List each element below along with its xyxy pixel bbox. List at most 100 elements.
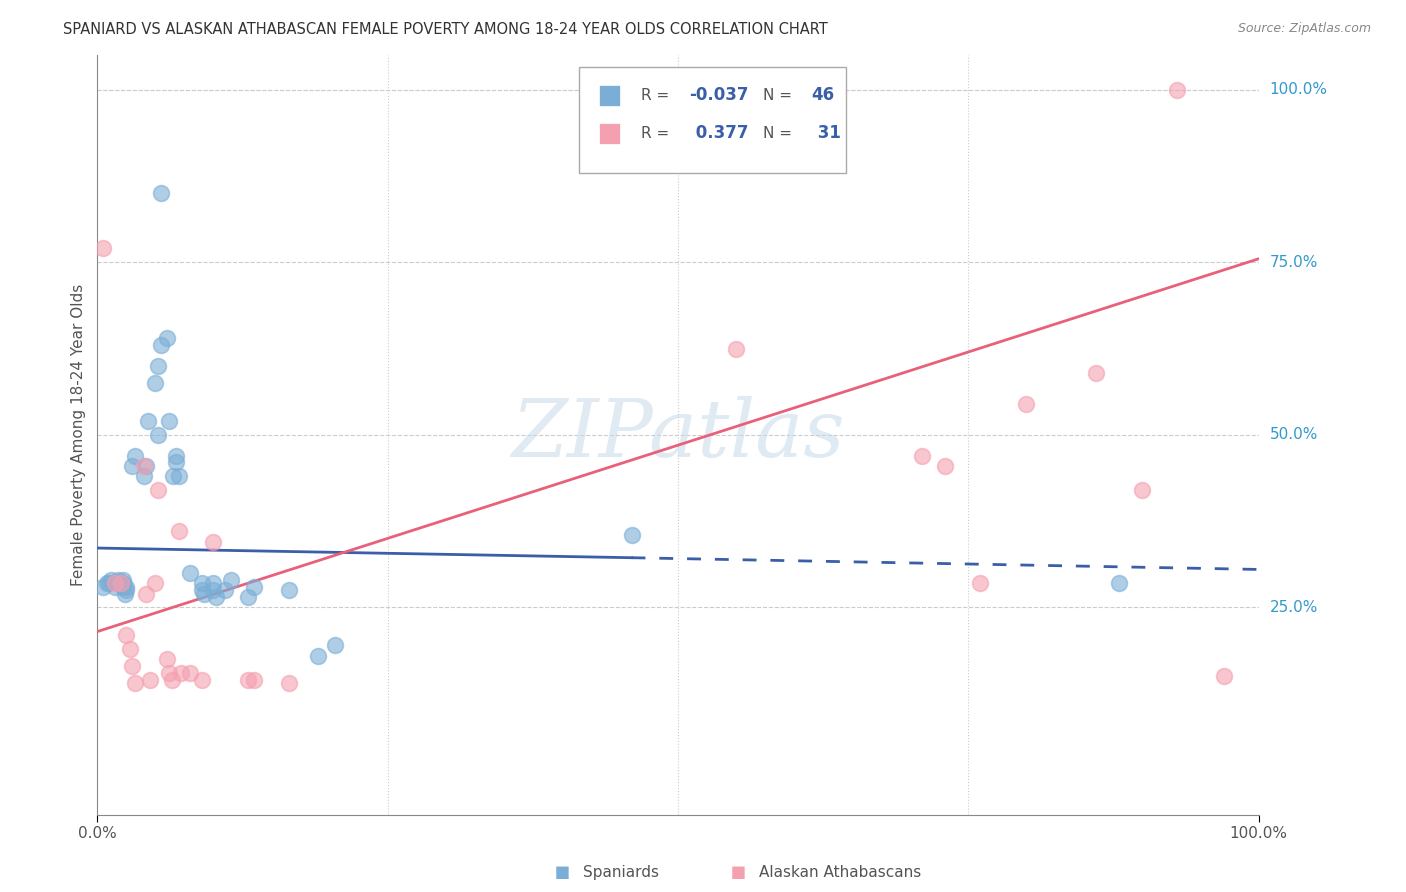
Point: [157, 414, 180, 428]
Point: [115, 583, 138, 598]
Point: [110, 576, 132, 591]
Point: [145, 576, 167, 591]
Text: N =: N =: [763, 88, 797, 103]
Point: [278, 583, 301, 598]
Point: [969, 576, 991, 591]
Point: [243, 580, 266, 594]
Point: [115, 580, 138, 594]
Point: [179, 665, 201, 680]
Point: [167, 524, 190, 539]
Point: [135, 586, 157, 600]
Point: [91, 242, 114, 256]
Text: Alaskan Athabascans: Alaskan Athabascans: [759, 865, 921, 880]
Point: [124, 449, 146, 463]
Point: [121, 458, 143, 473]
Point: [124, 676, 146, 690]
Point: [121, 659, 143, 673]
Point: [100, 573, 122, 587]
Point: [620, 528, 643, 542]
Point: [138, 414, 160, 428]
Text: Spaniards: Spaniards: [583, 865, 659, 880]
Point: [1085, 366, 1108, 380]
Point: [165, 449, 187, 463]
Text: ZIPatlas: ZIPatlas: [512, 396, 845, 474]
Text: 100.0%: 100.0%: [1270, 82, 1327, 97]
Point: [1132, 483, 1154, 497]
Point: [150, 338, 173, 352]
Point: [160, 673, 183, 687]
Point: [179, 566, 201, 580]
Point: [238, 673, 260, 687]
Point: [156, 652, 179, 666]
Text: 0.377: 0.377: [689, 124, 748, 143]
Point: [111, 580, 134, 594]
Point: [157, 665, 180, 680]
Text: 25.0%: 25.0%: [1270, 600, 1317, 615]
Point: [214, 583, 236, 598]
Point: [97, 576, 120, 591]
Text: 46: 46: [811, 87, 835, 104]
Point: [243, 673, 266, 687]
Point: [107, 576, 129, 591]
Point: [167, 469, 190, 483]
Text: R =: R =: [641, 126, 673, 141]
Point: [138, 673, 160, 687]
Point: [96, 576, 118, 591]
Text: Source: ZipAtlas.com: Source: ZipAtlas.com: [1237, 22, 1371, 36]
Point: [104, 576, 127, 591]
Point: [191, 583, 214, 598]
Point: [107, 573, 129, 587]
Point: [150, 186, 173, 201]
Point: [202, 534, 225, 549]
Point: [162, 469, 184, 483]
Point: [118, 641, 141, 656]
Point: [132, 469, 155, 483]
Point: [193, 586, 215, 600]
FancyBboxPatch shape: [579, 67, 846, 173]
Text: R =: R =: [641, 88, 673, 103]
Text: ▪: ▪: [554, 861, 571, 884]
Point: [91, 580, 114, 594]
Point: [110, 576, 132, 591]
Point: [135, 458, 157, 473]
Point: [111, 576, 134, 591]
Point: [132, 458, 155, 473]
Point: [1108, 576, 1130, 591]
Point: [307, 648, 329, 663]
Point: [202, 583, 225, 598]
Point: [146, 483, 169, 497]
FancyBboxPatch shape: [599, 123, 620, 144]
Point: [725, 342, 748, 356]
Text: 75.0%: 75.0%: [1270, 255, 1317, 269]
Text: 31: 31: [811, 124, 841, 143]
Point: [219, 573, 242, 587]
Point: [115, 628, 138, 642]
Point: [146, 427, 169, 442]
Point: [170, 665, 193, 680]
Point: [191, 576, 214, 591]
Point: [204, 590, 226, 604]
Point: [191, 673, 214, 687]
Text: -0.037: -0.037: [689, 87, 749, 104]
Point: [104, 580, 127, 594]
Point: [325, 639, 347, 653]
Point: [238, 590, 260, 604]
Point: [278, 676, 301, 690]
Text: 50.0%: 50.0%: [1270, 427, 1317, 442]
Point: [145, 376, 167, 390]
Point: [1212, 669, 1234, 683]
Point: [934, 458, 956, 473]
Point: [911, 449, 934, 463]
Text: N =: N =: [763, 126, 797, 141]
Point: [111, 573, 134, 587]
Text: ▪: ▪: [730, 861, 747, 884]
Point: [114, 586, 136, 600]
Text: SPANIARD VS ALASKAN ATHABASCAN FEMALE POVERTY AMONG 18-24 YEAR OLDS CORRELATION : SPANIARD VS ALASKAN ATHABASCAN FEMALE PO…: [63, 22, 828, 37]
FancyBboxPatch shape: [599, 85, 620, 106]
Point: [202, 576, 225, 591]
Point: [1166, 83, 1188, 97]
Point: [156, 331, 179, 345]
Point: [165, 455, 187, 469]
Point: [146, 359, 169, 373]
Point: [1015, 397, 1038, 411]
